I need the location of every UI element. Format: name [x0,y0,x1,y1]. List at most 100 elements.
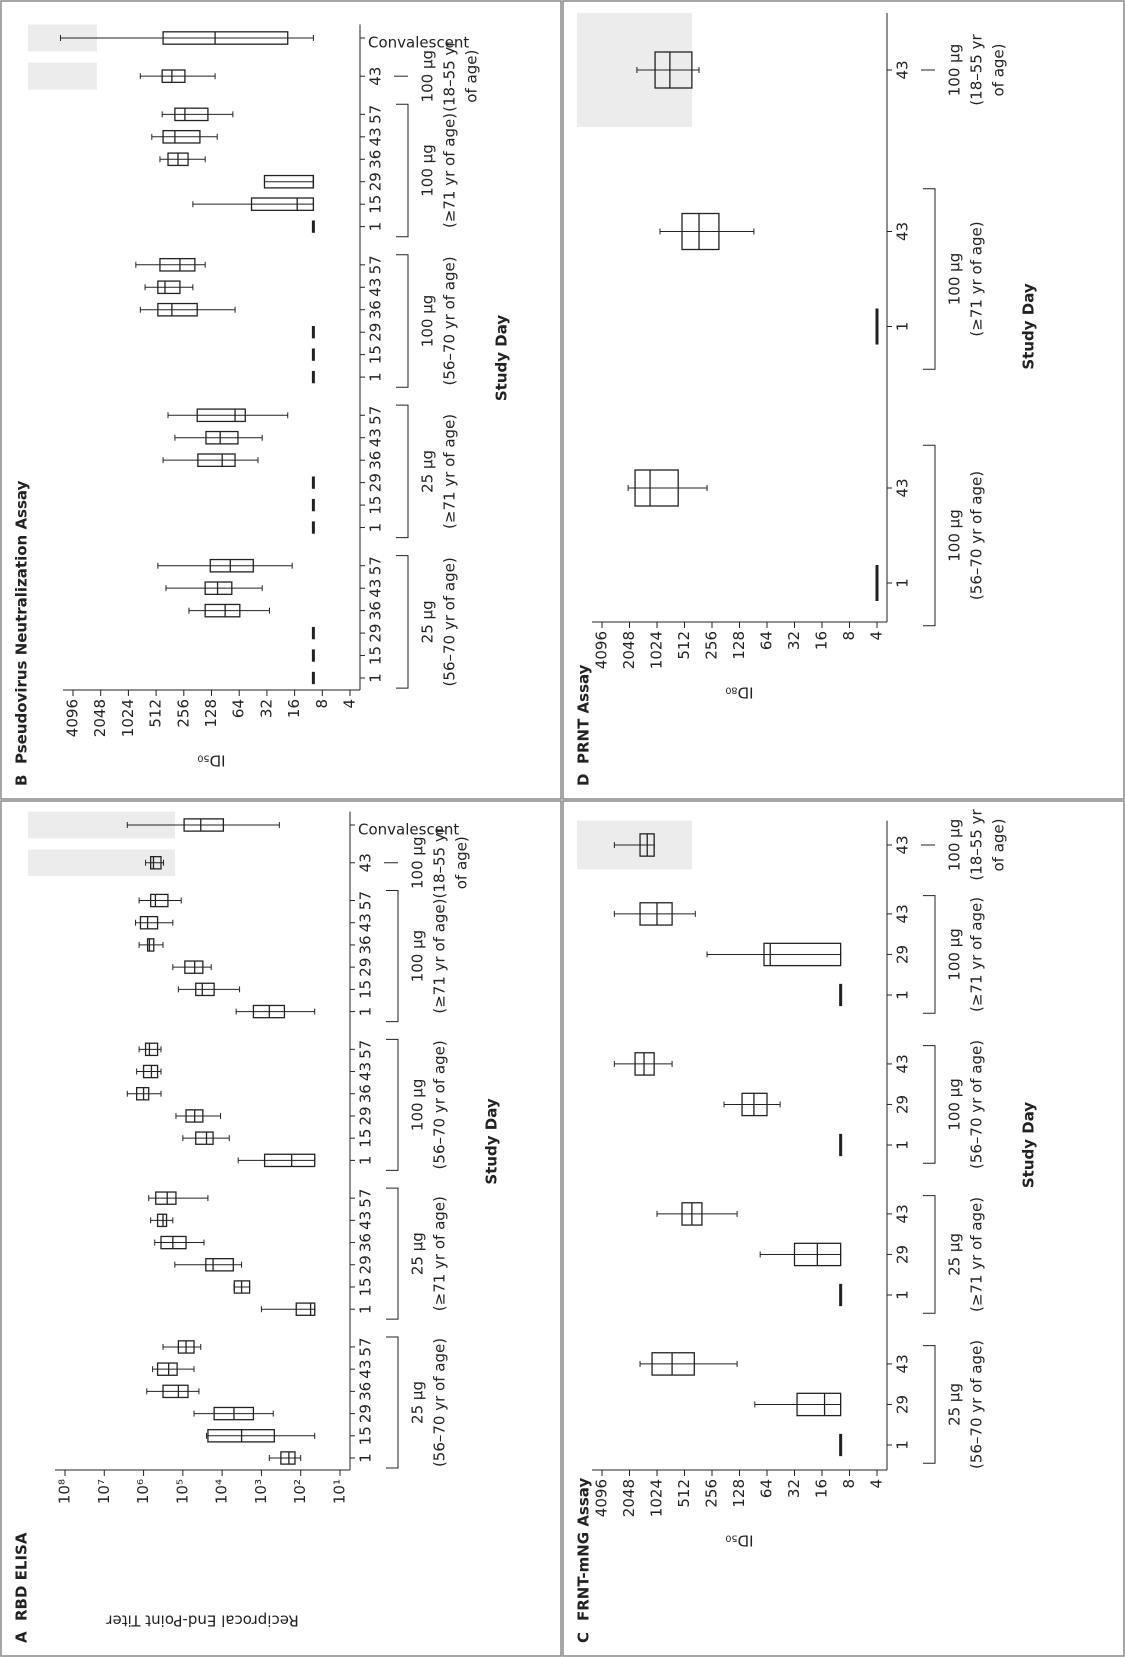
y-axis-label: ID₅₀ [197,752,225,770]
x-tick-label: 29 [894,1095,912,1114]
y-tick-label: 32 [785,1479,803,1498]
x-tick-label: 43 [367,67,385,86]
y-tick-label: 10¹ [331,1479,349,1504]
y-tick-label: 16 [813,631,831,650]
box [195,982,215,997]
x-tick-label: 15 [357,980,375,999]
group-label: 100 μg [419,144,437,196]
panel-letter: A [13,1631,31,1643]
x-tick-label: 36 [357,1084,375,1103]
x-tick-label: 36 [357,935,375,954]
x-tick-label: 36 [357,1382,375,1401]
x-tick-label: 15 [367,496,385,515]
group-label: of age) [463,50,481,103]
panel-frame [562,0,1125,800]
box [205,1258,234,1272]
x-tick-label: 43 [894,835,912,854]
x-tick-label: 29 [357,958,375,977]
x-tick-label: 36 [367,300,385,319]
box [295,1302,316,1316]
panel-frame [562,800,1125,1657]
y-tick-label: 2048 [620,1479,638,1517]
group-label: 100 μg [946,253,964,305]
y-tick-label: 32 [785,631,803,650]
box [280,1451,296,1465]
x-tick-label: 15 [357,1426,375,1445]
group-label: (≥71 yr of age) [441,414,459,529]
group-label: (56–70 yr of age) [431,1040,449,1169]
y-tick-label: 64 [230,699,248,718]
panel-letter: C [575,1632,593,1643]
y-tick-label: 32 [257,699,275,718]
x-tick-label: 43 [357,853,375,872]
box [162,31,289,45]
y-tick-label: 128 [730,1479,748,1508]
group-label: (18–55 yr [968,809,986,881]
x-tick-label: 1 [894,578,912,588]
group-label: 100 μg [409,1079,427,1131]
x-tick-label: 36 [367,601,385,620]
box [184,960,204,974]
group-label: (56–70 yr of age) [431,1338,449,1467]
group-label: of age) [990,43,1008,96]
box [209,558,254,573]
y-tick-label: 10² [291,1479,309,1504]
x-tick-label: 43 [367,428,385,447]
x-tick-label: 1 [367,372,385,382]
y-tick-label: 128 [202,699,220,728]
x-tick-label: 29 [357,1255,375,1274]
x-tick-label: 43 [894,60,912,79]
y-tick-label: 128 [730,631,748,660]
group-label: 25 μg [419,450,437,493]
group-bracket [923,1195,936,1314]
group-label: 100 μg [946,928,964,980]
panel-title: RBD ELISA [13,1532,31,1621]
x-tick-label: 29 [367,172,385,191]
x-tick-label: 43 [894,1054,912,1073]
y-tick-label: 256 [174,699,192,728]
group-label: (18–55 yr [968,34,986,106]
group-label: (≥71 yr of age) [968,221,986,336]
x-tick-label: 43 [894,222,912,241]
x-tick-label: 1 [357,1453,375,1463]
group-label: 100 μg [946,509,964,561]
box [160,1235,187,1250]
x-tick-label: 43 [894,478,912,497]
x-tick-label: 57 [367,406,385,425]
box [144,1042,159,1057]
box [162,129,201,144]
group-label: 100 μg [419,50,437,102]
x-tick-label: 36 [357,1233,375,1252]
group-label: (56–70 yr of age) [968,471,986,600]
box [150,893,169,908]
box [197,453,236,468]
x-tick-label: 29 [357,1106,375,1125]
y-tick-label: 64 [758,1479,776,1498]
x-tick-label: 43 [367,127,385,146]
x-tick-label: 29 [367,473,385,492]
box [634,469,679,507]
x-tick-label: 57 [357,1189,375,1208]
x-tick-label: 29 [357,1404,375,1423]
box [196,408,246,423]
group-label: 25 μg [409,1232,427,1275]
x-tick-label: 15 [357,1277,375,1296]
group-label: (56–70 yr of age) [968,1340,986,1469]
x-tick-label: 57 [367,105,385,124]
group-label: (56–70 yr of age) [441,557,459,686]
group-bracket [386,1187,399,1320]
x-tick-label: 1 [357,1156,375,1166]
group-label: 100 μg [946,44,964,96]
y-tick-label: 8 [313,699,331,709]
x-tick-label: 1 [357,1304,375,1314]
box [183,818,225,832]
shaded-region [28,62,97,90]
shaded-region [577,13,692,127]
panel-frame [0,800,562,1657]
box [139,915,159,930]
y-tick-label: 10⁴ [213,1479,231,1504]
group-bracket [923,1045,936,1164]
group-label: (≥71 yr of age) [968,897,986,1012]
group-bracket [396,555,409,689]
